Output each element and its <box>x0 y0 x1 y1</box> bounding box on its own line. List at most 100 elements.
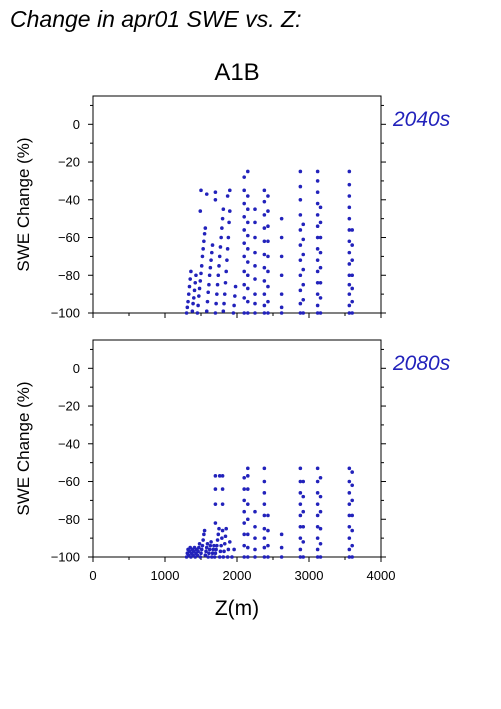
data-point <box>242 543 246 548</box>
data-point <box>202 239 206 244</box>
data-point <box>347 513 352 518</box>
data-point <box>203 226 208 230</box>
data-point <box>208 543 213 548</box>
data-point <box>262 311 267 315</box>
data-point <box>253 547 257 552</box>
data-point <box>266 194 270 198</box>
data-point <box>199 551 203 556</box>
x-tick-label: 0 <box>89 568 96 583</box>
data-point <box>253 525 257 529</box>
data-point <box>266 543 270 548</box>
data-point <box>217 555 222 559</box>
data-point <box>222 549 226 554</box>
data-point <box>215 538 220 542</box>
y-tick-label: −20 <box>58 399 80 414</box>
data-point <box>350 243 355 247</box>
data-point <box>350 273 355 278</box>
data-point <box>266 555 270 559</box>
data-point <box>253 207 257 212</box>
data-point <box>220 528 225 533</box>
data-point <box>246 260 250 264</box>
data-point <box>301 297 306 302</box>
data-point <box>242 498 246 503</box>
data-point <box>318 205 323 210</box>
data-point <box>315 258 320 262</box>
data-point <box>228 188 232 193</box>
data-point <box>315 555 320 559</box>
data-point <box>207 282 211 287</box>
y-tick-label: 0 <box>73 117 80 132</box>
data-point <box>210 555 214 559</box>
x-tick-label: 2000 <box>223 568 252 583</box>
data-point <box>315 502 320 506</box>
data-point <box>242 201 246 206</box>
data-point <box>220 536 224 540</box>
data-point <box>224 269 228 274</box>
data-point <box>188 277 192 281</box>
data-point <box>246 532 250 537</box>
data-point <box>220 226 224 230</box>
data-point <box>318 555 323 559</box>
data-point <box>350 498 355 503</box>
y-tick-label: −40 <box>58 436 80 451</box>
data-point <box>350 228 355 232</box>
data-point <box>216 273 221 278</box>
data-point <box>253 301 257 306</box>
data-point <box>350 258 355 262</box>
data-point <box>220 487 225 491</box>
data-point <box>262 239 267 244</box>
plot-frame <box>92 95 382 314</box>
data-point <box>204 192 209 196</box>
data-point <box>220 216 225 221</box>
data-point <box>246 311 250 315</box>
data-point <box>217 264 221 268</box>
data-point <box>253 235 257 240</box>
data-point <box>266 528 270 533</box>
data-point <box>185 305 190 310</box>
data-point <box>197 541 202 546</box>
data-point <box>242 228 246 232</box>
data-point <box>315 525 320 529</box>
period-label: 2040s <box>392 108 451 131</box>
data-point <box>200 254 205 259</box>
data-point <box>347 311 352 315</box>
data-point <box>301 222 306 227</box>
data-point <box>186 299 190 304</box>
data-point <box>204 545 209 550</box>
data-point <box>253 264 257 268</box>
data-point <box>226 235 231 240</box>
data-point <box>217 254 222 259</box>
data-point <box>197 286 202 291</box>
data-point <box>242 269 246 274</box>
data-point <box>207 273 212 278</box>
data-point <box>246 220 250 225</box>
data-point <box>318 494 323 499</box>
data-point <box>218 549 223 554</box>
data-point <box>298 243 303 247</box>
data-point <box>197 545 201 550</box>
data-point <box>298 288 303 293</box>
data-point <box>266 224 270 228</box>
data-point <box>219 235 223 240</box>
data-point <box>266 239 270 244</box>
data-point <box>279 273 284 278</box>
data-point <box>209 258 213 262</box>
data-point <box>233 294 237 298</box>
data-point <box>262 199 267 204</box>
data-point <box>246 169 250 174</box>
data-point <box>202 231 207 236</box>
data-point <box>279 216 284 221</box>
data-point <box>199 264 204 268</box>
data-point <box>242 509 246 514</box>
data-point <box>196 549 200 554</box>
data-point <box>216 532 221 537</box>
data-point <box>318 281 323 285</box>
data-point <box>242 311 246 315</box>
data-point <box>315 547 320 552</box>
data-point <box>210 250 214 255</box>
data-point <box>233 284 238 289</box>
data-point <box>246 474 250 478</box>
data-point <box>279 292 284 296</box>
y-tick-label: −60 <box>58 230 80 245</box>
data-point <box>350 555 355 559</box>
